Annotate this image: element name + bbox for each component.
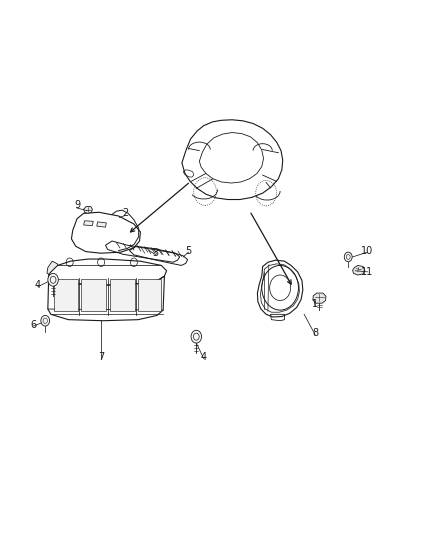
Text: 1: 1	[312, 298, 318, 309]
Polygon shape	[138, 279, 161, 311]
Polygon shape	[97, 222, 106, 227]
Circle shape	[344, 252, 352, 262]
Polygon shape	[47, 261, 57, 274]
Text: 4: 4	[35, 280, 41, 290]
Polygon shape	[313, 293, 326, 303]
Text: 6: 6	[30, 320, 36, 330]
Text: 2: 2	[122, 208, 128, 219]
Text: 7: 7	[98, 352, 104, 362]
Polygon shape	[353, 265, 365, 275]
Circle shape	[41, 316, 49, 326]
Circle shape	[191, 330, 201, 343]
Circle shape	[48, 273, 58, 286]
Polygon shape	[84, 206, 92, 213]
Text: 9: 9	[74, 200, 80, 211]
Text: 5: 5	[185, 246, 191, 255]
Polygon shape	[54, 279, 78, 311]
Polygon shape	[84, 221, 93, 225]
Text: 4: 4	[201, 352, 207, 362]
Text: 11: 11	[361, 267, 374, 277]
Text: 8: 8	[312, 328, 318, 338]
Polygon shape	[110, 279, 135, 311]
Polygon shape	[81, 279, 106, 311]
Text: 10: 10	[361, 246, 374, 255]
Text: 3: 3	[152, 248, 159, 258]
